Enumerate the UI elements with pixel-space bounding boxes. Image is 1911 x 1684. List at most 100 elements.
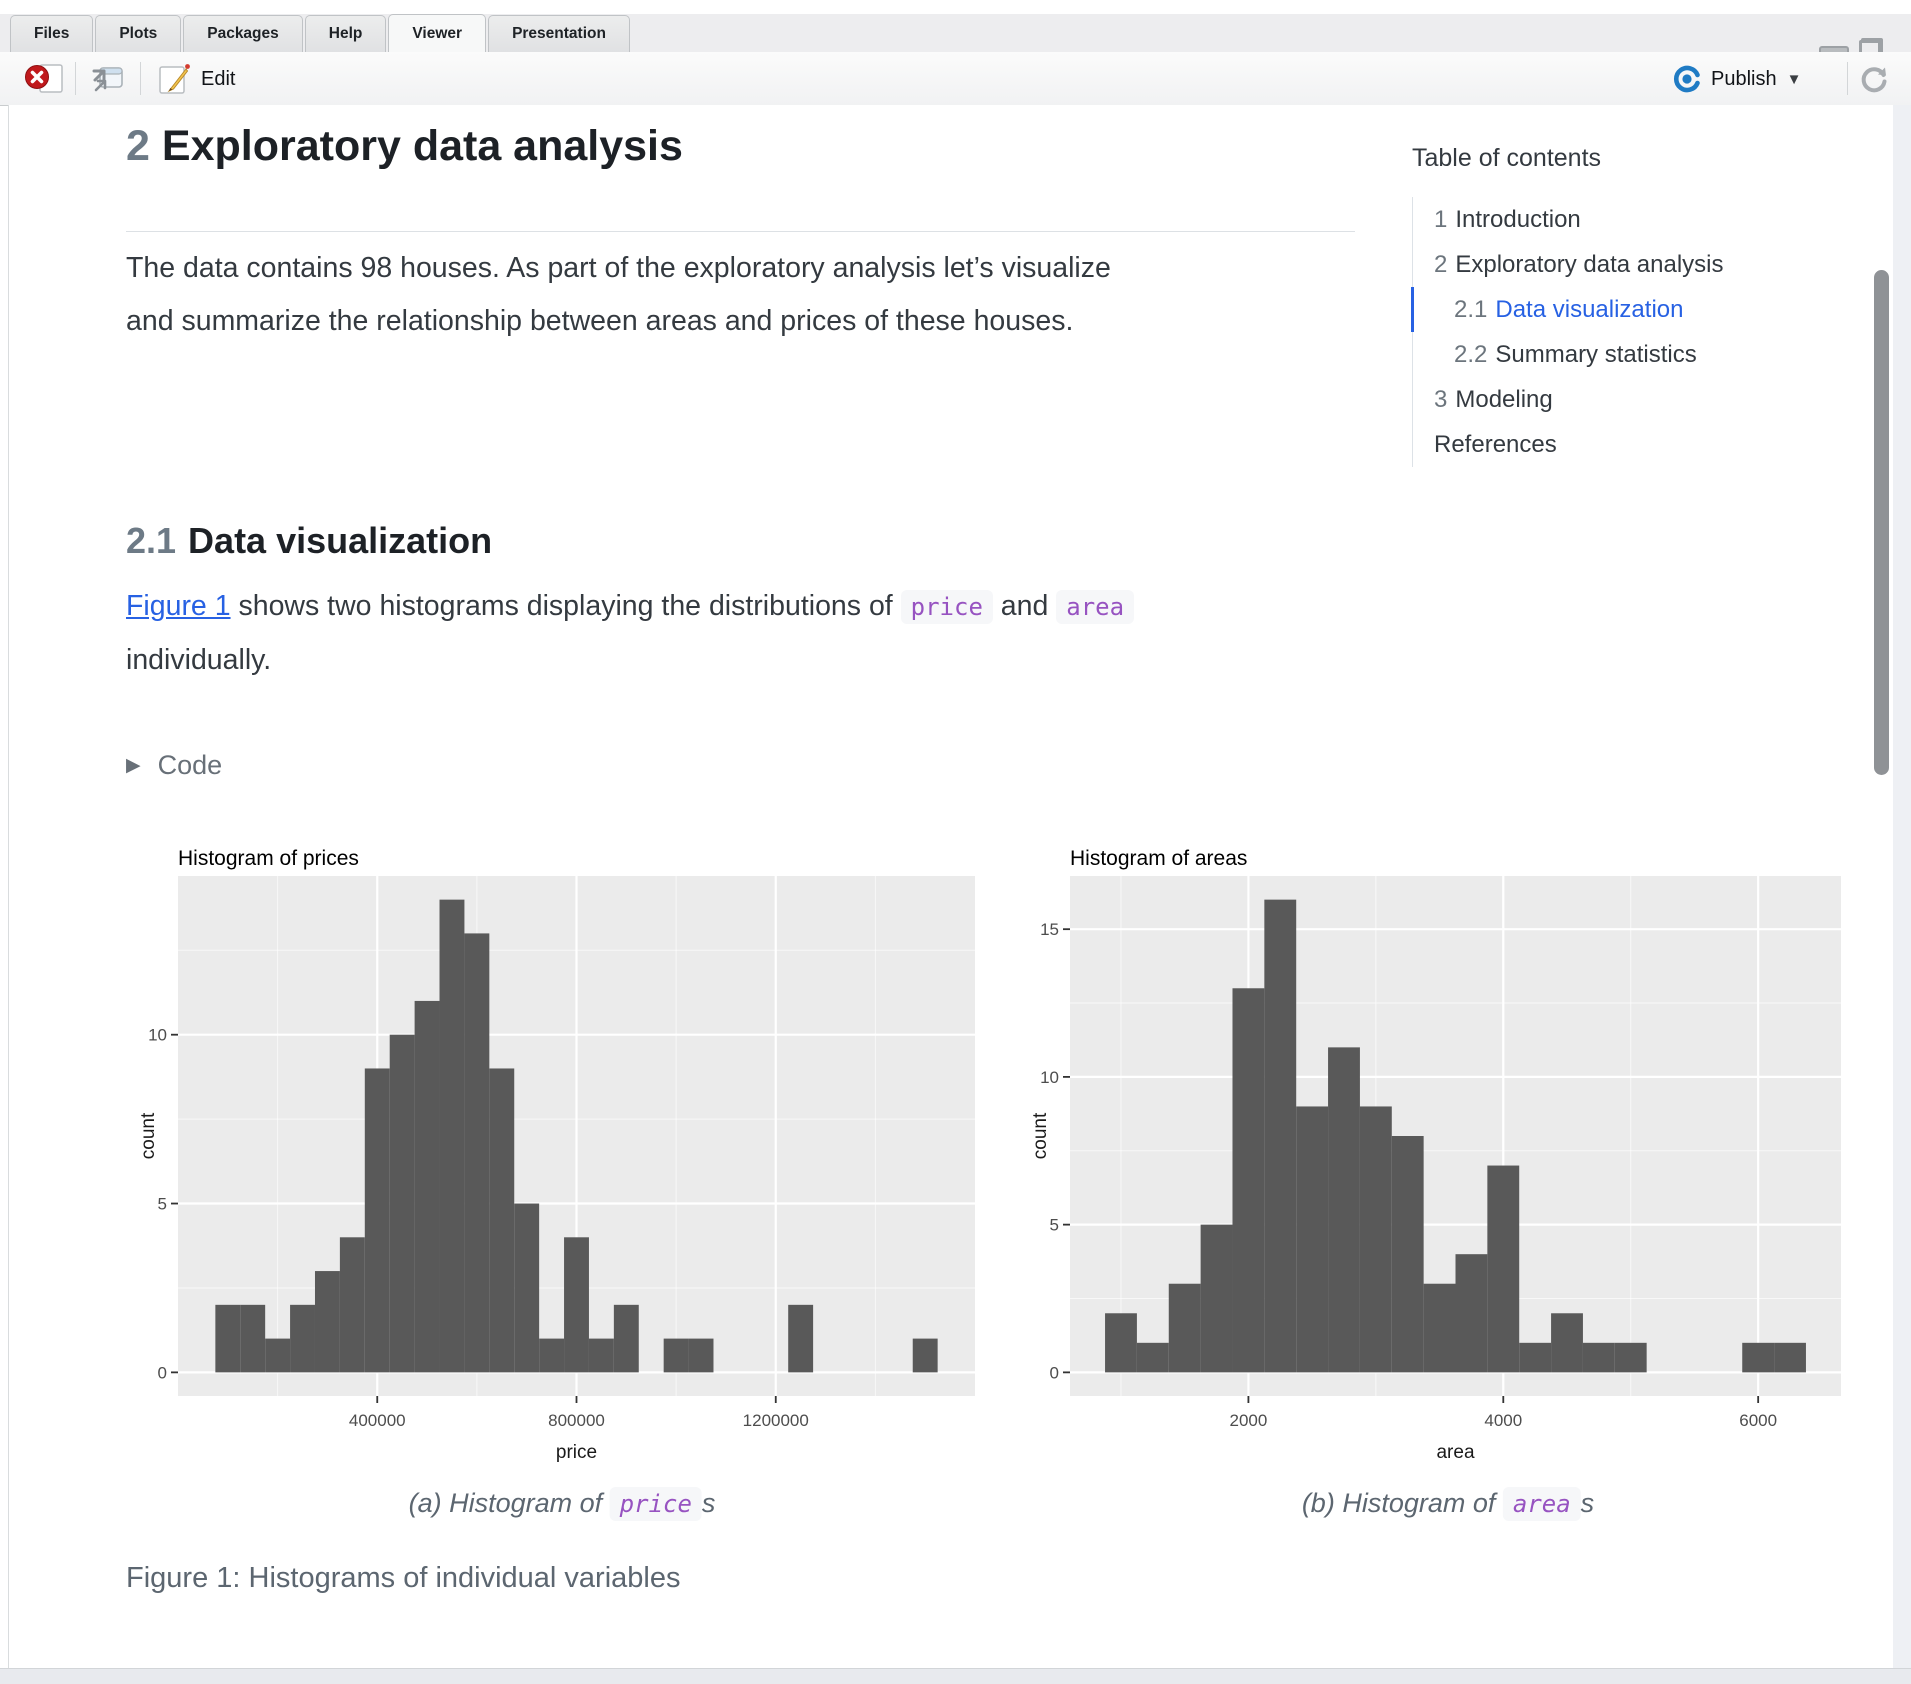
- chart-title: Histogram of prices: [178, 847, 359, 870]
- histogram-bar: [912, 1338, 938, 1373]
- histogram-bar: [414, 1000, 440, 1373]
- toc-item-label: Exploratory data analysis: [1455, 251, 1724, 278]
- edit-button[interactable]: Edit: [158, 63, 235, 95]
- toc-item-summary-statistics[interactable]: 2.2 Summary statistics: [1411, 332, 1812, 377]
- histogram-bar: [1264, 899, 1297, 1373]
- histogram-bar: [364, 1068, 390, 1373]
- tab-plots[interactable]: Plots: [95, 14, 182, 52]
- heading-divider: [126, 231, 1355, 232]
- publish-dropdown-caret[interactable]: ▼: [1786, 70, 1802, 88]
- stop-icon: [25, 64, 63, 93]
- histogram-bar: [1136, 1342, 1169, 1373]
- code-fold-toggle[interactable]: ▶ Code: [126, 750, 222, 781]
- code-fold-label: Code: [157, 750, 223, 780]
- histogram-bar: [1455, 1254, 1488, 1373]
- histogram-bar: [439, 899, 465, 1373]
- toc-item-label: Data visualization: [1495, 296, 1684, 323]
- histogram-bar: [1742, 1342, 1775, 1373]
- histogram-bar: [290, 1304, 315, 1373]
- tab-files[interactable]: Files: [10, 14, 94, 52]
- histogram-bar: [1519, 1342, 1552, 1373]
- figure-intro-paragraph: Figure 1 shows two histograms displaying…: [126, 580, 1146, 687]
- toc-item-data-visualization[interactable]: 2.1 Data visualization: [1411, 287, 1812, 332]
- subsection-title: Data visualization: [188, 520, 493, 561]
- vertical-scrollbar-thumb[interactable]: [1874, 270, 1889, 775]
- histogram-bar: [1487, 1165, 1520, 1373]
- y-tick-label: 15: [1040, 920, 1059, 939]
- top-strip: [0, 0, 1911, 14]
- section-heading: 2 Exploratory data analysis: [126, 122, 683, 171]
- histogram-of-areas: Histogram of areas 0 5 10 15 2000 4000 6000 area…: [1030, 843, 1853, 1479]
- x-tick-label: 400000: [349, 1411, 406, 1430]
- tab-presentation[interactable]: Presentation: [488, 14, 630, 52]
- scrollbar-track[interactable]: [1893, 105, 1911, 1668]
- histogram-bar: [314, 1271, 340, 1373]
- histogram-bar: [564, 1237, 589, 1373]
- refresh-icon: [1861, 67, 1887, 93]
- pane-tab-bar: Files Plots Packages Help Viewer Presentation: [0, 14, 1911, 62]
- caption-code-price: price: [609, 1487, 702, 1521]
- y-tick-label: 5: [158, 1195, 167, 1214]
- toc-item-introduction[interactable]: 1 Introduction: [1411, 197, 1812, 242]
- caption-text: (b) Histogram of: [1301, 1488, 1503, 1518]
- figure-caption: Figure 1: Histograms of individual varia…: [126, 1562, 681, 1594]
- histogram-bar: [1582, 1342, 1615, 1373]
- toc-item-exploratory-data-analysis[interactable]: 2 Exploratory data analysis: [1411, 242, 1812, 287]
- y-axis-title: count: [140, 1112, 159, 1159]
- edit-pencil-icon: [159, 64, 190, 94]
- refresh-button[interactable]: [1858, 63, 1890, 95]
- histogram-bar: [215, 1304, 241, 1373]
- histogram-bar: [1423, 1283, 1456, 1373]
- y-tick-label: 0: [1050, 1363, 1059, 1382]
- caption-code-area: area: [1502, 1487, 1581, 1521]
- caption-text: (a) Histogram of: [408, 1488, 610, 1518]
- caption-text: s: [1580, 1488, 1595, 1518]
- histogram-bar: [539, 1338, 565, 1373]
- toc-item-modeling[interactable]: 3 Modeling: [1411, 377, 1812, 422]
- toc-heading: Table of contents: [1412, 144, 1602, 172]
- chart-canvas: Histogram of areas 0 5 10 15 2000 4000 6000 area…: [1030, 847, 1841, 1463]
- inline-code-price: price: [900, 590, 993, 624]
- toolbar-separator: [75, 62, 76, 95]
- x-tick-label: 1200000: [743, 1411, 809, 1430]
- histogram-bar: [663, 1338, 689, 1373]
- section-title: Exploratory data analysis: [161, 122, 683, 170]
- y-tick-label: 10: [148, 1026, 167, 1045]
- histogram-bar: [688, 1338, 714, 1373]
- toc-item-label: Modeling: [1455, 386, 1553, 413]
- subsection-heading: 2.1 Data visualization: [126, 520, 492, 562]
- pane-bottom-edge: [0, 1668, 1911, 1684]
- histogram-bar: [1359, 1106, 1392, 1373]
- histogram-bar: [1105, 1313, 1137, 1373]
- x-tick-label: 4000: [1484, 1411, 1522, 1430]
- histogram-bar: [1232, 988, 1265, 1373]
- histogram-bar: [1391, 1136, 1424, 1373]
- tab-viewer[interactable]: Viewer: [388, 14, 487, 52]
- toc-item-number: 2.2: [1454, 341, 1488, 368]
- histogram-bar: [613, 1304, 639, 1373]
- tab-packages[interactable]: Packages: [183, 14, 303, 52]
- figure-1-link[interactable]: Figure 1: [126, 590, 231, 622]
- histogram-bar: [389, 1034, 415, 1373]
- y-tick-label: 0: [158, 1363, 167, 1382]
- clear-viewer-button[interactable]: [24, 63, 66, 95]
- toolbar-separator: [1847, 62, 1848, 95]
- y-axis-title: count: [1032, 1112, 1051, 1159]
- histogram-bar: [1614, 1342, 1647, 1373]
- open-in-new-window-button[interactable]: [92, 65, 124, 93]
- histogram-bar: [464, 933, 490, 1373]
- viewer-toolbar: Edit Publish ▼: [0, 52, 1911, 106]
- histogram-of-prices: Histogram of prices 0 5 10 400000 800000 12000…: [138, 843, 987, 1479]
- histogram-bar: [1774, 1342, 1806, 1373]
- histogram-bar: [1296, 1106, 1329, 1373]
- caption-text: s: [701, 1488, 716, 1518]
- tab-help[interactable]: Help: [304, 14, 387, 52]
- subsection-number: 2.1: [126, 520, 177, 561]
- toc-item-references[interactable]: References: [1411, 422, 1812, 467]
- publish-button[interactable]: Publish ▼: [1672, 64, 1801, 94]
- histogram-bar: [1168, 1283, 1201, 1373]
- x-tick-label: 800000: [548, 1411, 605, 1430]
- table-of-contents: Table of contents 1 Introduction 2 Explorat…: [1411, 144, 1812, 467]
- publish-button-label: Publish: [1711, 67, 1777, 90]
